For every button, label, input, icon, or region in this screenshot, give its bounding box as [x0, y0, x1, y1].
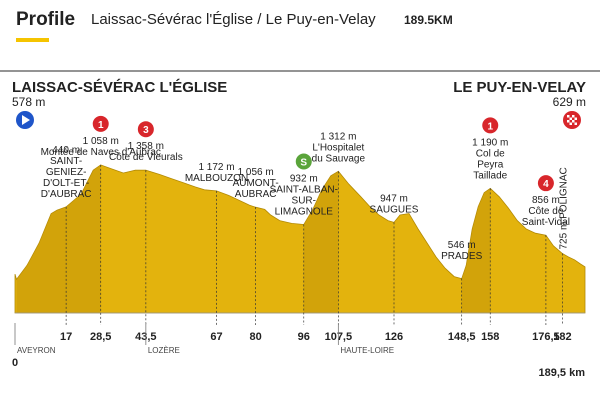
waypoint-name: AUBRAC — [235, 189, 277, 200]
waypoint-name: LIMAGNOLE — [275, 207, 334, 218]
km-tick-label: 28,5 — [90, 331, 111, 343]
km-tick-label: 96 — [298, 331, 310, 343]
axis-end-label: 189,5 km — [539, 367, 586, 379]
km-tick-label: 80 — [250, 331, 262, 343]
flag-check-cell — [569, 117, 572, 120]
stage-route: Laissac-Sévérac l'Église / Le Puy-en-Vel… — [91, 11, 376, 28]
km-tick-label: 176,5 — [532, 331, 560, 343]
section-title: Profile — [16, 9, 76, 30]
waypoint-altitude: 1 312 m — [320, 131, 356, 142]
waypoint-name: du Sauvage — [312, 153, 366, 164]
waypoint-altitude: 1 056 m — [238, 167, 274, 178]
vertical-waypoint-label: 725 m POLIGNAC — [558, 167, 569, 249]
badge-label: 1 — [98, 120, 104, 131]
waypoint-altitude: 440 m — [52, 145, 80, 156]
km-tick-label: 158 — [481, 331, 499, 343]
km-tick-label: 67 — [210, 331, 222, 343]
waypoint-name: SUR- — [292, 196, 316, 207]
badge-label: 1 — [487, 121, 493, 132]
region-label: AVEYRON — [17, 346, 56, 355]
waypoint-name: AUMONT- — [233, 178, 279, 189]
waypoint-name: Montée de Naves d'Aubrac — [41, 147, 161, 158]
waypoint-altitude: 1 172 m — [198, 162, 234, 173]
badge-label: 4 — [543, 179, 549, 190]
waypoint-altitude: 1 058 m — [83, 136, 119, 147]
climb-category-badge — [137, 121, 154, 138]
km-tick-label: 17 — [60, 331, 72, 343]
waypoint-name: SAUGUES — [370, 204, 419, 215]
header: Profile Laissac-Sévérac l'Église / Le Pu… — [0, 0, 600, 50]
waypoint-name: Côte de Vieurals — [109, 152, 183, 163]
waypoint-name: D'OLT-ET- — [43, 178, 89, 189]
finish-altitude: 629 m — [553, 95, 586, 109]
waypoint-name: Peyra — [477, 159, 504, 170]
waypoint-name: Taillade — [473, 170, 507, 181]
waypoint-name: SAINT- — [50, 156, 82, 167]
play-icon — [22, 115, 30, 125]
km-tick-label: 126 — [385, 331, 403, 343]
start-name: LAISSAC-SÉVÉRAC L'ÉGLISE — [12, 79, 227, 96]
flag-check-cell — [572, 115, 575, 118]
waypoint-name: GENIEZ- — [46, 167, 87, 178]
climb-category-badge — [482, 117, 499, 134]
region-label: HAUTE-LOIRE — [340, 346, 394, 355]
badge-label: S — [300, 158, 307, 169]
region-label: LOZÈRE — [148, 346, 180, 355]
climb-shade-3 — [461, 188, 491, 313]
waypoint-altitude: 856 m — [532, 195, 560, 206]
waypoint-altitude: 932 m — [290, 174, 318, 185]
waypoint-name: Côte de — [528, 206, 563, 217]
flag-check-cell — [572, 120, 575, 123]
stage-distance: 189.5KM — [404, 13, 453, 27]
waypoint-name: D'AUBRAC — [41, 189, 92, 200]
climb-category-badge — [92, 115, 109, 132]
flag-check-cell — [569, 122, 572, 125]
finish-name: LE PUY-EN-VELAY — [453, 79, 586, 96]
flag-check-cell — [574, 117, 577, 120]
waypoint-altitude: 546 m — [448, 240, 476, 251]
badge-label: 3 — [143, 125, 149, 136]
km-tick-label: 148,5 — [448, 331, 476, 343]
climb-shade-2 — [303, 171, 339, 313]
flag-check-cell — [574, 122, 577, 125]
waypoint-altitude: 947 m — [380, 193, 408, 204]
start-altitude: 578 m — [12, 95, 45, 109]
section-title-underline — [16, 38, 49, 42]
waypoint-name: L'Hospitalet — [312, 142, 364, 153]
sprint-badge — [295, 153, 312, 170]
waypoint-altitude: 1 358 m — [128, 141, 164, 152]
km-tick-label: 182 — [553, 331, 571, 343]
waypoint-name: Col de — [476, 148, 505, 159]
flag-check-cell — [567, 120, 570, 123]
climb-shade-1 — [16, 164, 101, 313]
waypoint-name: MALBOUZON — [185, 173, 248, 184]
flag-check-cell — [567, 115, 570, 118]
waypoint-altitude: 1 190 m — [472, 137, 508, 148]
waypoint-name: Saint-Vidal — [522, 217, 570, 228]
climb-category-badge — [537, 175, 554, 192]
waypoint-name: SAINT-ALBAN- — [270, 185, 338, 196]
axis-start-label: 0 — [12, 357, 18, 369]
waypoint-name: PRADES — [441, 251, 482, 262]
